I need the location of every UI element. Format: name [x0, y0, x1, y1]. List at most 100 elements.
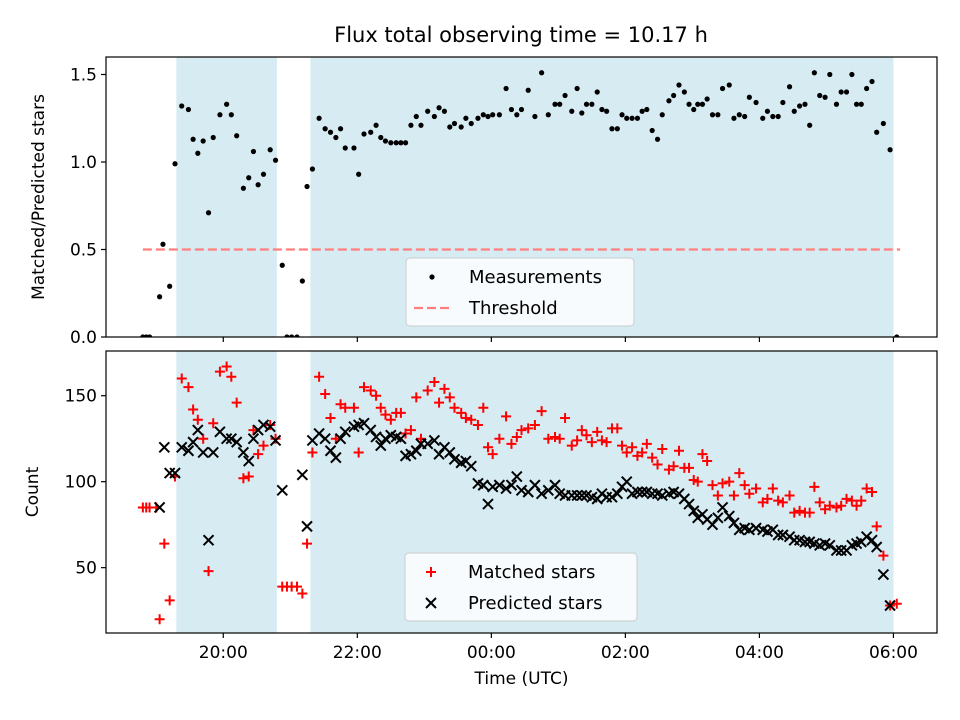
predicted-star-point [269, 434, 282, 447]
y-tick-label: 1.0 [70, 153, 97, 173]
matched-star-point [188, 404, 199, 415]
measurement-point [351, 145, 357, 151]
predicted-star-point [296, 469, 309, 481]
predicted-star-point [688, 505, 700, 517]
axes-frame [105, 350, 938, 634]
predicted-star-point [860, 530, 873, 543]
matched-star-point [176, 373, 187, 384]
matched-star-point [550, 431, 561, 442]
measurement-point [361, 131, 367, 137]
predicted-star-point [375, 439, 387, 452]
measurement-point [599, 106, 605, 113]
measurement-point [639, 108, 645, 114]
measurement-point [797, 103, 803, 109]
predicted-star-point [870, 541, 883, 553]
predicted-star-point [169, 467, 181, 479]
measurement-point [441, 108, 448, 114]
matched-star-point [154, 614, 165, 625]
x-tick-label: 00:00 [467, 643, 516, 663]
measurement-point [503, 85, 509, 92]
measurement-point [609, 126, 615, 132]
measurement-point [413, 113, 419, 120]
predicted-star-point [486, 481, 499, 493]
measurement-point [316, 115, 322, 121]
legend-label: Matched stars [468, 562, 595, 583]
legend-label: Predicted stars [468, 593, 602, 614]
measurement-point [490, 112, 496, 118]
matched-star-point [297, 588, 308, 599]
measurement-point [736, 112, 742, 118]
measurement-point [408, 122, 414, 128]
measurement-point [659, 112, 665, 118]
matched-star-point [652, 459, 663, 470]
matched-star-point [647, 452, 658, 463]
measurement-point [849, 71, 855, 78]
predicted-star-point [197, 446, 209, 459]
predicted-star-point [515, 484, 528, 496]
matched-star-point [320, 388, 331, 399]
measurement-point [224, 101, 230, 107]
matched-star-point [657, 444, 668, 455]
matched-star-point [841, 493, 852, 504]
measurement-point [691, 106, 697, 113]
measurement-point [869, 78, 875, 85]
matched-star-point [554, 433, 565, 444]
matched-star-point [439, 383, 450, 394]
x-tick-label: 20:00 [199, 643, 248, 663]
measurement-point [475, 115, 481, 121]
measurement-point [250, 148, 257, 155]
matched-star-point [794, 505, 805, 516]
matched-star-point [871, 521, 882, 532]
matched-star-point [449, 402, 460, 413]
predicted-star-point [824, 539, 836, 552]
matched-star-point [717, 478, 728, 489]
matched-star-point [460, 413, 471, 424]
predicted-star-point [334, 432, 347, 445]
matched-star-point [836, 500, 847, 511]
measurement-point [267, 147, 273, 153]
measurement-point [200, 138, 206, 144]
measurement-point [160, 241, 166, 247]
measurement-point [342, 145, 348, 151]
measurement-point [304, 183, 310, 190]
predicted-star-point [153, 501, 166, 514]
matched-star-point [192, 414, 203, 425]
legend-box [404, 552, 638, 622]
predicted-star-point [207, 446, 219, 459]
measurement-point [838, 89, 844, 95]
matched-star-point [728, 490, 739, 501]
matched-star-point [612, 423, 623, 434]
matched-star-point [253, 449, 264, 460]
predicted-star-point [505, 479, 518, 491]
measurement-point [880, 120, 886, 127]
matched-star-point [198, 433, 209, 444]
measurement-point [742, 113, 748, 120]
measurement-point [496, 112, 502, 118]
measurement-point [786, 84, 793, 90]
measurement-point [807, 122, 813, 128]
matched-star-point [501, 411, 512, 422]
predicted-star-point [243, 455, 255, 467]
matched-star-point [581, 430, 592, 441]
matched-star-point [164, 595, 175, 606]
measurement-point [704, 96, 710, 102]
matched-star-point [221, 361, 232, 372]
matched-star-point [365, 385, 376, 396]
measurement-point [802, 101, 808, 107]
matched-star-point [226, 371, 237, 382]
matched-star-point [494, 433, 505, 444]
matched-star-point [482, 442, 493, 453]
measurement-point [676, 82, 682, 88]
matched-star-point [878, 550, 889, 561]
predicted-star-point [743, 524, 756, 536]
measurement-point [874, 129, 880, 135]
matched-star-point [596, 435, 607, 446]
predicted-star-point [656, 489, 668, 502]
matched-star-point [243, 471, 254, 482]
matched-star-point [739, 480, 750, 491]
matched-star-point [751, 483, 762, 494]
matched-star-point [744, 488, 755, 499]
matched-star-point [572, 435, 583, 446]
measurement-point [817, 92, 823, 99]
measurement-point [333, 134, 339, 141]
